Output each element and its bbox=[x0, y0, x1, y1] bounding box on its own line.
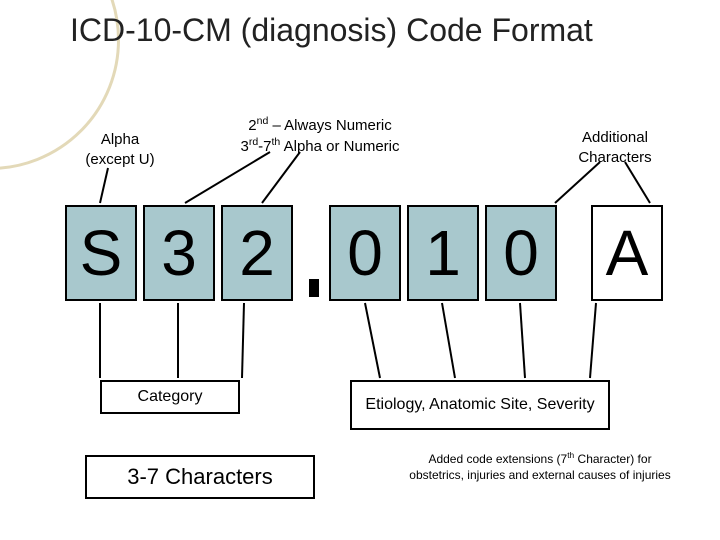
label-additional-line2: Characters bbox=[578, 149, 651, 166]
code-box-3: 2 bbox=[221, 205, 293, 301]
label-alpha-line2: (except U) bbox=[85, 151, 154, 168]
code-box-5: 1 bbox=[407, 205, 479, 301]
code-box-7: A bbox=[591, 205, 663, 301]
code-box-2: 3 bbox=[143, 205, 215, 301]
label-etiology: Etiology, Anatomic Site, Severity bbox=[350, 380, 610, 430]
label-middle-line2: 3rd-7th Alpha or Numeric bbox=[240, 138, 399, 155]
code-box-4: 0 bbox=[329, 205, 401, 301]
decimal-separator bbox=[299, 205, 329, 301]
page-title: ICD-10-CM (diagnosis) Code Format bbox=[70, 10, 670, 50]
label-alpha-line1: Alpha bbox=[101, 131, 139, 148]
label-additional-line1: Additional bbox=[582, 129, 648, 146]
code-box-6: 0 bbox=[485, 205, 557, 301]
code-box-1: S bbox=[65, 205, 137, 301]
label-middle: 2nd – Always Numeric 3rd-7th Alpha or Nu… bbox=[210, 115, 430, 156]
code-row: S 3 2 0 1 0 A bbox=[65, 205, 669, 301]
label-alpha: Alpha (except U) bbox=[70, 130, 170, 169]
label-extensions: Added code extensions (7th Character) fo… bbox=[400, 450, 680, 483]
label-additional: Additional Characters bbox=[560, 128, 670, 167]
label-char-count: 3-7 Characters bbox=[85, 455, 315, 499]
label-category: Category bbox=[100, 380, 240, 414]
label-middle-line1: 2nd – Always Numeric bbox=[248, 117, 391, 134]
